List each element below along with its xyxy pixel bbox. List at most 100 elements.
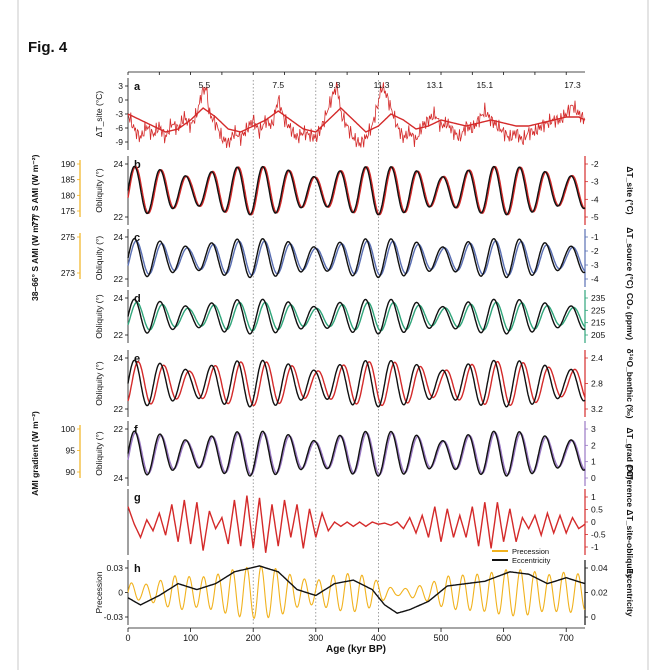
- left-tick-label: 24: [114, 293, 124, 303]
- x-tick-label: 0: [125, 633, 130, 643]
- right-tick-label: 2.4: [591, 353, 603, 363]
- outer-tick-label: 273: [61, 268, 75, 278]
- left-tick-label: 3: [118, 81, 123, 91]
- right-axis-label: Eccentricity: [625, 568, 635, 616]
- left-tick-label: -6: [115, 123, 123, 133]
- left-axis-label: Obliquity (°): [94, 431, 104, 476]
- outer-tick-label: 275: [61, 232, 75, 242]
- x-axis: 0 100 200 300 400 500 600 700: [125, 71, 585, 643]
- outer-axis-label: AMI gradient (W m⁻²): [30, 411, 40, 496]
- right-tick-label: -4: [591, 274, 599, 284]
- right-tick-label: 3.2: [591, 404, 603, 414]
- right-tick-label: 2: [591, 440, 596, 450]
- series-line: [127, 359, 586, 408]
- panel-g: g 1 0.5 0 -0.5 -1 Difference ΔT_site-obliquity: [127, 466, 635, 579]
- panel-letter: a: [134, 81, 141, 93]
- panel-f: f Obliquity (°) 22 24 100 95 90 AMI gradient (W…: [30, 411, 635, 496]
- left-axis-label: Obliquity (°): [94, 168, 104, 213]
- left-axis-label: Obliquity (°): [94, 236, 104, 281]
- series-line: [127, 107, 586, 133]
- annotation-label: 9.3: [329, 80, 341, 90]
- right-tick-label: 2.8: [591, 379, 603, 389]
- annotation-label: 7.5: [272, 80, 284, 90]
- series-line: [127, 237, 586, 279]
- outer-tick-label: 100: [61, 424, 75, 434]
- panel-letter: e: [134, 353, 140, 365]
- left-tick-label: 0.03: [106, 563, 123, 573]
- x-tick-label: 100: [183, 633, 198, 643]
- series-line: [127, 298, 586, 335]
- right-axis-label: ΔT_site (°C): [625, 166, 635, 214]
- left-tick-label: 0: [118, 588, 123, 598]
- left-tick-label: 22: [114, 274, 124, 284]
- panel-letter: f: [134, 424, 138, 436]
- right-axis-label: CO₂ (ppmv): [625, 293, 635, 340]
- outer-axis-label: 77° S AMI (W m⁻²): [30, 154, 40, 226]
- legend-entry: Eccentricity: [512, 556, 551, 565]
- panel-letter: d: [134, 293, 141, 305]
- right-tick-label: -3: [591, 177, 599, 187]
- right-tick-label: 0.04: [591, 563, 608, 573]
- series-line: [127, 165, 586, 216]
- panel-a: a ΔT_site (°C) 3 0 -3 -6 -9 5.5 7.5 9.3 11.3 13.1 15…: [94, 78, 586, 150]
- panel-letter: g: [134, 492, 141, 504]
- series-line: [127, 495, 586, 553]
- panel-letter: b: [134, 159, 141, 171]
- left-tick-label: -3: [115, 109, 123, 119]
- panels-group: a ΔT_site (°C) 3 0 -3 -6 -9 5.5 7.5 9.3 11.3 13.1 15…: [30, 78, 635, 625]
- right-tick-label: -4: [591, 194, 599, 204]
- left-tick-label: 0: [118, 95, 123, 105]
- annotation-label: 15.1: [477, 80, 494, 90]
- left-tick-label: 22: [114, 212, 124, 222]
- figure-label: Fig. 4: [28, 39, 68, 56]
- x-tick-label: 700: [559, 633, 574, 643]
- right-tick-label: 225: [591, 305, 605, 315]
- right-tick-label: -1: [591, 232, 599, 242]
- annotation-label: 5.5: [198, 80, 210, 90]
- left-axis-label: Obliquity (°): [94, 361, 104, 406]
- x-tick-label: 400: [371, 633, 386, 643]
- right-tick-label: 1: [591, 457, 596, 467]
- panel-letter: h: [134, 563, 141, 575]
- panel-letter: c: [134, 232, 140, 244]
- outer-axis-label: 38–66° S AMI (W m⁻²): [30, 215, 40, 301]
- x-tick-label: 300: [308, 633, 323, 643]
- right-tick-label: 0: [591, 612, 596, 622]
- right-tick-label: 1: [591, 492, 596, 502]
- outer-tick-label: 175: [61, 206, 75, 216]
- annotation-label: 11.3: [374, 80, 390, 90]
- right-tick-label: 235: [591, 293, 605, 303]
- left-tick-label: 24: [114, 159, 124, 169]
- panel-e: e Obliquity (°) 24 22 2.4 2.8 3.2 δ¹⁸O_benthic …: [94, 348, 635, 418]
- series-line: [127, 165, 586, 216]
- left-tick-label: 22: [114, 424, 124, 434]
- right-axis-label: δ¹⁸O_benthic (‰): [625, 348, 635, 418]
- right-axis-label: ΔT_grad (°C): [625, 427, 635, 479]
- series-line: [127, 430, 586, 477]
- left-tick-label: 24: [114, 232, 124, 242]
- left-axis-label: Precession: [94, 571, 104, 613]
- right-tick-label: 0: [591, 473, 596, 483]
- panel-c: c Obliquity (°) 24 22 275 273 38–66° S AMI (W …: [30, 215, 635, 301]
- panel-d: d Obliquity (°) 24 22 235 225 215 205 CO₂ (ppmv): [94, 290, 635, 343]
- right-axis-label: ΔT_source (°C): [625, 227, 635, 289]
- right-tick-label: 0.02: [591, 588, 608, 598]
- series-line: [127, 81, 585, 149]
- right-tick-label: 205: [591, 330, 605, 340]
- x-tick-label: 600: [496, 633, 511, 643]
- right-tick-label: 0.5: [591, 505, 603, 515]
- outer-tick-label: 185: [61, 175, 75, 185]
- right-tick-label: -2: [591, 159, 599, 169]
- right-tick-label: -3: [591, 260, 599, 270]
- right-tick-label: -2: [591, 246, 599, 256]
- series-line: [127, 565, 586, 614]
- panel-b: b Obliquity (°) 24 22 190 185 180 175 77° S AMI …: [30, 154, 635, 226]
- right-tick-label: -0.5: [591, 530, 606, 540]
- left-axis-label: ΔT_site (°C): [94, 91, 104, 138]
- right-tick-label: 3: [591, 424, 596, 434]
- x-tick-label: 500: [433, 633, 448, 643]
- right-axis-label: Difference ΔT_site-obliquity: [625, 466, 635, 579]
- x-tick-label: 200: [246, 633, 261, 643]
- annotation-label: 17.3: [564, 80, 581, 90]
